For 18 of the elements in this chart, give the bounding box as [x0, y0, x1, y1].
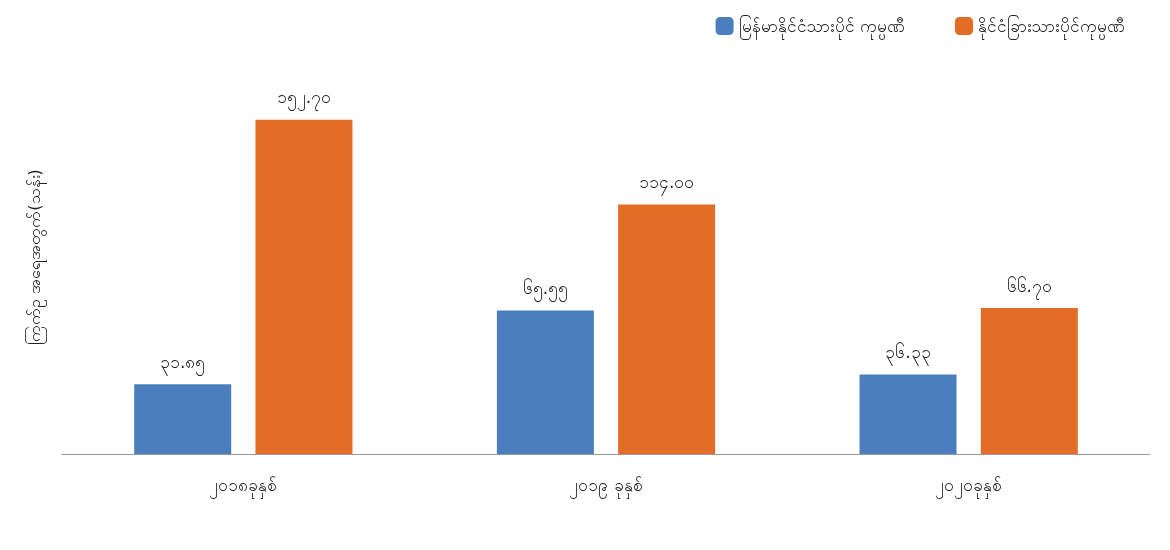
data-label: ၃၆.၃၃ — [885, 341, 931, 366]
legend-label: နိုင်ငံခြားသားပိုင်ကုမ္ပဏီ — [978, 15, 1125, 40]
bar — [980, 308, 1078, 454]
bar — [134, 384, 232, 454]
bar — [496, 310, 594, 454]
legend-label: မြန်မာနိုင်ငံသားပိုင် ကုမ္ပဏီ — [738, 15, 905, 40]
y-axis-title: ကြက်ဥ အရေအတွက်(သန်း) — [24, 169, 47, 345]
x-tick-label: ၂၀၁၉ ခုနှစ် — [569, 474, 643, 499]
data-label: ၁၅၂.၇၀ — [276, 87, 332, 112]
x-tick-label: ၂၀၁၈ခုနှစ် — [209, 474, 278, 499]
data-label: ၃၁.၈၅ — [160, 351, 206, 376]
bar — [859, 374, 957, 454]
bar — [618, 204, 716, 454]
bar — [255, 119, 353, 454]
data-label: ၁၁၄.၀၀ — [638, 171, 695, 196]
x-tick-label: ၂၀၂၀ခုနှစ် — [935, 474, 1003, 499]
data-label: ၆၅.၅၅ — [522, 278, 569, 303]
data-label: ၆၆.၇၀ — [1006, 275, 1052, 300]
